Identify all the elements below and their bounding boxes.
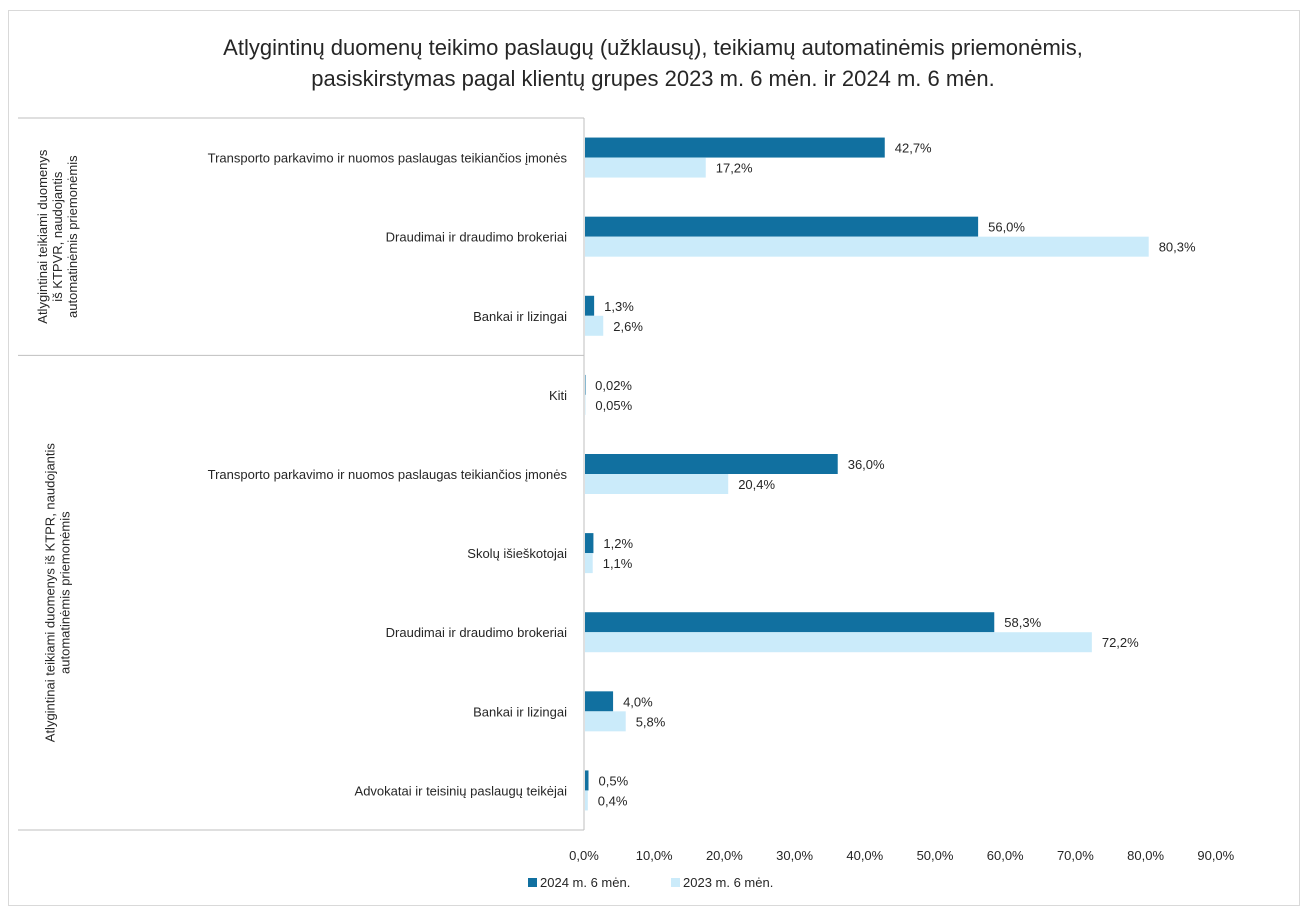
bar-2024 [585,454,838,474]
legend-label-s2023: 2023 m. 6 mėn. [683,875,773,890]
bar-2024 [585,374,586,395]
data-label-2023: 17,2% [716,161,753,176]
data-label-2024: 0,02% [595,378,632,393]
x-tick-label: 20,0% [706,848,743,863]
data-label-2023: 72,2% [1102,635,1139,650]
category-label: Advokatai ir teisinių paslaugų teikėjai [355,783,568,798]
category-label: Kiti [549,388,567,403]
bar-2023 [585,711,626,732]
x-tick-label: 50,0% [917,848,954,863]
data-label-2024: 1,3% [604,299,634,314]
data-label-2024: 56,0% [988,220,1025,235]
category-label: Bankai ir lizingai [473,704,567,719]
bar-2023 [585,553,593,574]
legend-swatch-s2023 [671,878,680,887]
group-label-line: automatinėmis priemonėmis [58,511,73,674]
group-label-line: Atlygintinai teikiami duomenys [35,149,50,324]
data-label-2024: 42,7% [895,141,932,156]
group-label-line: iš KTPVR, naudojantis [50,171,65,302]
category-label: Skolų išieškotojai [467,546,567,561]
group-label-line: automatinėmis priemonėmis [65,155,80,318]
chart-title-line-2: pasiskirstymas pagal klientų grupes 2023… [311,66,995,91]
data-label-2024: 1,2% [603,536,633,551]
chart-title-line-1: Atlygintinų duomenų teikimo paslaugų (už… [223,35,1083,60]
data-label-2024: 4,0% [623,694,653,709]
x-tick-label: 30,0% [776,848,813,863]
bar-2023 [585,236,1149,257]
data-label-2024: 36,0% [848,457,885,472]
bar-2024 [585,295,595,316]
group-label-line: Atlygintinai teikiami duomenys iš KTPR, … [43,443,58,743]
data-label-2023: 0,4% [598,793,628,808]
data-label-2023: 0,05% [595,398,632,413]
category-label: Transporto parkavimo ir nuomos paslaugas… [208,467,568,482]
bar-2024 [585,770,589,791]
x-tick-label: 10,0% [636,848,673,863]
bar-2024 [585,216,979,237]
bar-2023 [585,157,706,178]
data-label-2023: 5,8% [636,714,666,729]
bar-2024 [585,691,614,712]
x-tick-label: 0,0% [569,848,599,863]
legend-label-s2024: 2024 m. 6 mėn. [540,875,630,890]
category-label: Draudimai ir draudimo brokeriai [386,230,567,245]
category-label: Bankai ir lizingai [473,309,567,324]
data-label-2023: 80,3% [1159,240,1196,255]
category-label: Draudimai ir draudimo brokeriai [386,625,567,640]
bar-2024 [585,612,995,633]
bar-2023 [585,474,729,494]
bar-2023 [585,394,586,415]
x-tick-label: 70,0% [1057,848,1094,863]
legend-swatch-s2024 [528,878,537,887]
data-label-2023: 20,4% [738,477,775,492]
x-tick-label: 80,0% [1127,848,1164,863]
bar-2024 [585,533,594,554]
bar-2023 [585,790,588,811]
bar-2023 [585,315,604,336]
x-tick-label: 60,0% [987,848,1024,863]
data-label-2024: 58,3% [1004,615,1041,630]
category-label: Transporto parkavimo ir nuomos paslaugas… [208,151,568,166]
bar-2023 [585,632,1092,653]
data-label-2024: 0,5% [599,773,629,788]
bar-2024 [585,137,885,158]
data-label-2023: 1,1% [603,556,633,571]
x-tick-label: 40,0% [846,848,883,863]
data-label-2023: 2,6% [613,319,643,334]
x-tick-label: 90,0% [1197,848,1234,863]
chart-title: Atlygintinų duomenų teikimo paslaugų (už… [0,32,1306,94]
